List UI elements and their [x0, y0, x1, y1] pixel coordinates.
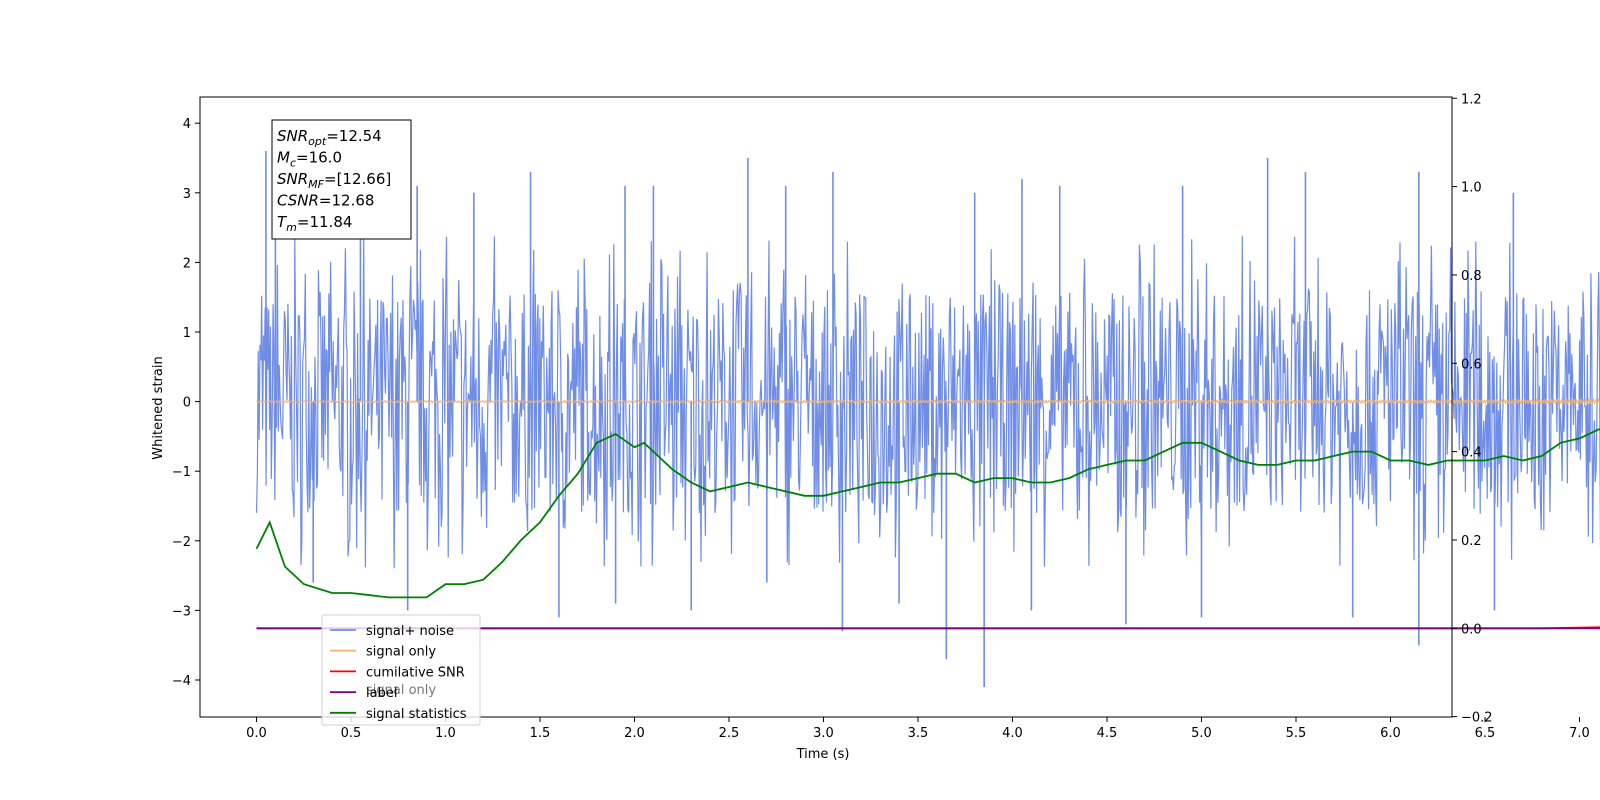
x-tick-label: 3.0 [813, 726, 834, 741]
y-left-tick-label: 4 [183, 117, 191, 132]
x-tick-label: 1.0 [435, 726, 456, 741]
info-value: =12.54 [326, 127, 382, 145]
legend-label: cumilative SNR [366, 665, 465, 680]
x-tick-label: 4.0 [1002, 726, 1023, 741]
info-tm: Tm=11.84 [277, 213, 352, 234]
y-right-tick-label: 0.6 [1461, 357, 1482, 372]
x-tick-label: 6.5 [1475, 726, 1496, 741]
x-tick-label: 6.0 [1380, 726, 1401, 741]
y-right-tick-label: 0.0 [1461, 622, 1482, 637]
signal-only-line [256, 397, 1600, 406]
series-signal-only [256, 397, 1600, 406]
y-left-tick-label: 3 [183, 187, 191, 202]
y-left-tick-label: 0 [183, 396, 191, 411]
info-symbol: T [277, 213, 288, 231]
info-subscript: MF [308, 178, 324, 191]
series-signal-noise [255, 151, 1600, 687]
x-tick-label: 5.5 [1286, 726, 1307, 741]
info-mc: Mc=16.0 [277, 149, 342, 170]
y-left-tick-label: −3 [172, 604, 191, 619]
x-axis: 0.0 0.5 1.0 1.5 2.0 2.5 3.0 3.5 4.0 4.5 5.0 5.5 6.0 6… [246, 717, 1590, 741]
info-value: =11.84 [297, 213, 353, 231]
x-tick-label: 0.5 [341, 726, 362, 741]
legend-ghost-text: signal only [366, 683, 436, 698]
x-tick-label: 2.5 [719, 726, 740, 741]
x-tick-label: 4.5 [1097, 726, 1118, 741]
y-left-tick-label: 1 [183, 326, 191, 341]
info-symbol: SNR [277, 127, 308, 145]
info-subscript: c [290, 157, 296, 170]
x-tick-label: 3.5 [908, 726, 929, 741]
legend: signal only signal+ noise signal only cumil… [321, 614, 481, 726]
y-axis-left: 4 3 2 1 0 −1 −2 −3 −4 [172, 117, 200, 689]
y-right-tick-label: −0.2 [1461, 711, 1493, 726]
info-symbol: CSNR [277, 192, 319, 210]
y-left-tick-label: −1 [172, 465, 191, 480]
info-subscript: m [286, 221, 297, 234]
info-value: =12.68 [319, 192, 375, 210]
info-symbol: SNR [277, 170, 308, 188]
plot-frame [199, 96, 1453, 718]
y-left-tick-label: −4 [172, 674, 191, 689]
legend-label: signal+ noise [366, 624, 454, 639]
info-value: =[12.66] [324, 170, 391, 188]
info-value: =16.0 [296, 149, 342, 167]
y-right-tick-label: 0.4 [1461, 446, 1482, 461]
y-axis-right: 1.2 1.0 0.8 0.6 0.4 0.2 0.0 −0.2 [1452, 92, 1493, 726]
x-tick-label: 7.0 [1569, 726, 1590, 741]
legend-label: label [366, 686, 397, 701]
y-right-tick-label: 0.2 [1461, 534, 1482, 549]
legend-label: signal only [366, 645, 436, 660]
y-left-tick-label: 2 [183, 256, 191, 271]
x-tick-label: 2.0 [624, 726, 645, 741]
info-box: SNRopt=12.54Mc=16.0SNRMF=[12.66]CSNR=12.… [271, 119, 412, 240]
x-axis-title: Time (s) [796, 747, 850, 762]
y-right-tick-label: 1.2 [1461, 92, 1482, 107]
y-left-tick-label: −2 [172, 535, 191, 550]
y-axis-title: Whitened strain [151, 356, 166, 459]
info-snr-opt: SNRopt=12.54 [277, 127, 382, 148]
x-tick-label: 5.0 [1191, 726, 1212, 741]
legend-label: signal statistics [366, 707, 467, 722]
series-layer [255, 151, 1600, 687]
x-tick-label: 1.5 [530, 726, 551, 741]
info-snr-mf: SNRMF=[12.66] [277, 170, 391, 191]
info-csnr: CSNR=12.68 [277, 192, 374, 210]
signal-statistics-line [255, 428, 1600, 599]
info-subscript: opt [308, 135, 327, 148]
y-right-tick-label: 1.0 [1461, 181, 1482, 196]
y-right-tick-label: 0.8 [1461, 269, 1482, 284]
info-symbol: M [277, 149, 290, 167]
series-signal-statistics [255, 428, 1600, 599]
x-tick-label: 0.0 [246, 726, 267, 741]
